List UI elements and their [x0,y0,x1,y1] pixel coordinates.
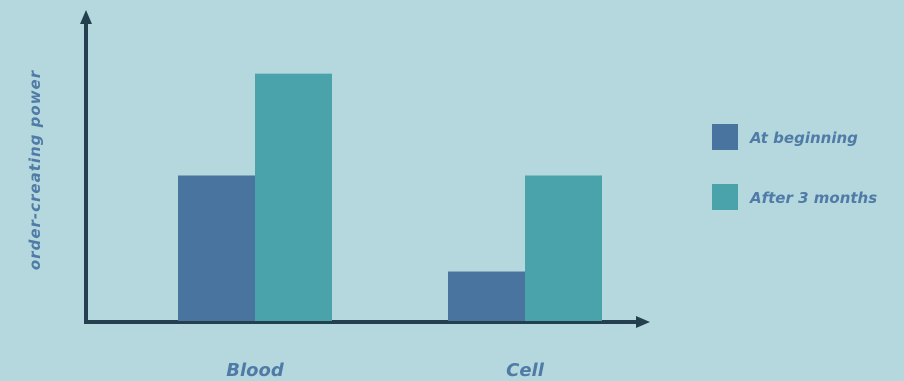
bar-blood-after-3-months [255,73,332,322]
bar-cell-at-beginning [448,271,525,321]
legend-swatch-at-beginning [712,124,738,150]
category-label-cell: Cell [506,360,545,381]
category-labels-group: Blood Cell [226,360,544,381]
y-axis-arrow [80,10,92,24]
bar-cell-after-3-months [525,175,602,321]
legend-swatch-after-3-months [712,184,738,210]
legend: At beginning After 3 months [712,124,877,210]
bar-blood-at-beginning [178,175,255,321]
legend-label-at-beginning: At beginning [749,129,858,147]
category-label-blood: Blood [226,360,285,381]
x-axis-arrow [636,316,650,328]
legend-label-after-3-months: After 3 months [749,189,877,207]
y-axis-label: order-creating power [26,69,44,270]
bars-group [178,73,602,322]
